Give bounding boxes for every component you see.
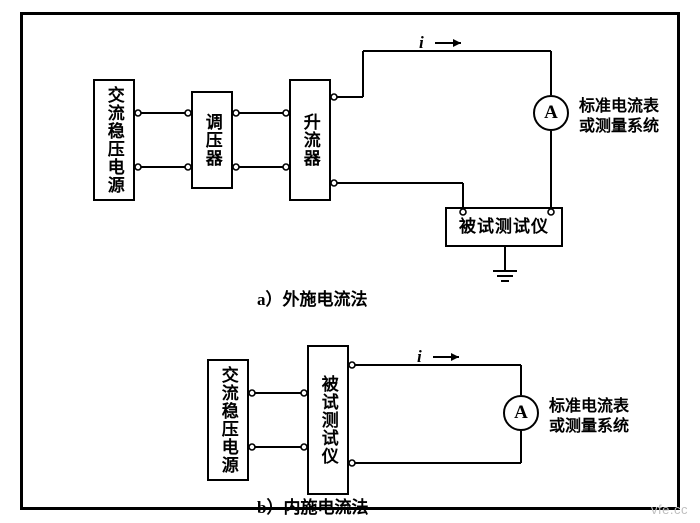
caption-b: b）内施电流法	[257, 493, 368, 518]
watermark: vfe.cc	[651, 502, 688, 517]
wires-b	[23, 15, 683, 513]
diagram-frame: 交流稳压电源 调压器 升流器 被试测试仪 A 标准电流表 或测量系统 i	[20, 12, 680, 510]
